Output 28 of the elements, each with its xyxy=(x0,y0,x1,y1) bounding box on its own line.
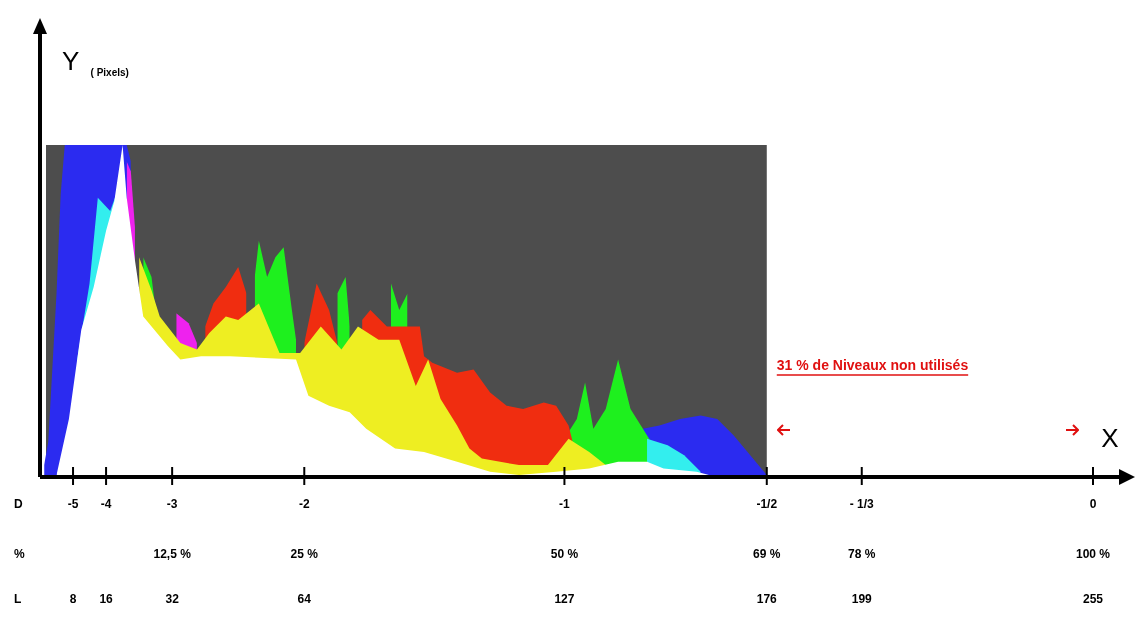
x-tick-label: 32 xyxy=(165,592,180,607)
text: % xyxy=(14,547,25,562)
x-tick-label: 199 xyxy=(851,592,873,607)
text: L xyxy=(14,592,22,607)
x-tick-label: 8 xyxy=(69,592,77,607)
text: 100 % xyxy=(1075,547,1111,562)
text: -5 xyxy=(67,497,79,512)
text: -4 xyxy=(100,497,112,512)
text: 0 xyxy=(1089,497,1097,512)
text: D xyxy=(14,497,23,512)
x-tick-label: 64 xyxy=(297,592,312,607)
x-tick-label: 255 xyxy=(1082,592,1104,607)
text: 78 % xyxy=(848,547,876,562)
text: -2 xyxy=(298,497,310,512)
text: 69 % xyxy=(753,547,781,562)
text: - 1/3 xyxy=(849,497,875,512)
text: -3 xyxy=(166,497,178,512)
x-tick-label: 16 xyxy=(99,592,114,607)
text: 12,5 % xyxy=(153,547,192,562)
text: 25 % xyxy=(290,547,319,562)
annotation: 31 % de Niveaux non utilisés xyxy=(776,356,969,373)
x-tick-label: 127 xyxy=(554,592,575,607)
x-tick-label: 176 xyxy=(756,592,778,607)
y-axis-title: Y ( Pixels) xyxy=(62,46,129,78)
x-axis-title: X xyxy=(1101,423,1119,453)
text: -1 xyxy=(559,497,571,512)
text: -1/2 xyxy=(756,497,778,512)
text: 50 % xyxy=(550,547,579,562)
